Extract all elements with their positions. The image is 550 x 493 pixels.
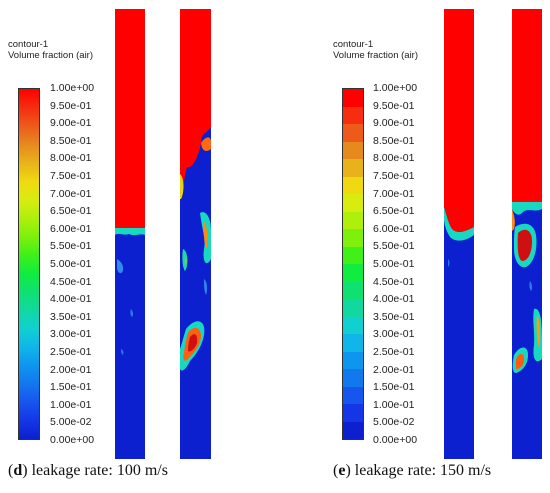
colorbar-tick-label: 1.00e+00 xyxy=(50,82,95,94)
colorbar-tick-label: 0.00e+00 xyxy=(50,434,95,446)
colorbar-tick-labels: 1.00e+00 9.50e-01 9.00e-01 8.50e-01 8.00e-01… xyxy=(50,82,120,446)
caption-letter: e xyxy=(338,462,346,479)
legend-title-line1: contour-1 xyxy=(8,39,49,50)
colorbar-tick-label: 9.00e-01 xyxy=(373,117,415,130)
colorbar-band xyxy=(343,124,363,142)
colorbar-tick-label: 8.50e-01 xyxy=(50,134,92,147)
colorbar-tick-label: 5.00e-01 xyxy=(373,258,415,270)
colorbar-tick-label: 9.50e-01 xyxy=(50,99,92,112)
colorbar-band xyxy=(343,299,363,317)
colorbar-tick-labels: 1.00e+00 9.50e-01 9.00e-01 8.50e-01 8.00e-01… xyxy=(373,82,443,446)
colorbar-tick-label: 8.50e-01 xyxy=(373,134,415,147)
colorbar-tick-label: 2.50e-01 xyxy=(50,346,92,358)
colorbar xyxy=(18,88,40,440)
colorbar-tick-label: 9.00e-01 xyxy=(50,117,92,130)
colorbar-tick-label: 4.50e-01 xyxy=(373,275,415,288)
colorbar-tick-label: 4.00e-01 xyxy=(373,293,415,306)
colorbar-tick-label: 1.00e-01 xyxy=(373,398,415,411)
colorbar-tick-label: 4.00e-01 xyxy=(50,293,92,306)
colorbar-tick-label: 7.00e-01 xyxy=(373,187,415,200)
left-column-contour xyxy=(115,9,145,459)
caption-e: (e) leakage rate: 150 m/s xyxy=(333,462,492,479)
colorbar-tick-label: 8.00e-01 xyxy=(50,152,92,165)
colorbar-tick-label: 6.50e-01 xyxy=(50,205,92,218)
colorbar-band xyxy=(343,229,363,247)
colorbar-tick-label: 7.50e-01 xyxy=(50,170,92,182)
colorbar-tick-label: 3.50e-01 xyxy=(50,310,92,323)
colorbar-tick-label: 6.50e-01 xyxy=(373,205,415,218)
panel-e: contour-1 Volume fraction (air) 1.00e+00… xyxy=(275,0,550,493)
colorbar-tick-label: 8.00e-01 xyxy=(373,152,415,165)
colorbar-tick-label: 1.00e-01 xyxy=(50,398,92,411)
colorbar-tick-label: 5.00e-02 xyxy=(50,416,92,429)
colorbar-band xyxy=(343,334,363,352)
right-column-contour xyxy=(512,9,542,459)
colorbar-tick-label: 3.00e-01 xyxy=(50,328,92,341)
colorbar-tick-label: 2.00e-01 xyxy=(50,363,92,376)
caption-letter: d xyxy=(13,462,23,479)
legend-title-line1: contour-1 xyxy=(333,39,374,50)
colorbar-band xyxy=(343,159,363,177)
colorbar-tick-label: 1.50e-01 xyxy=(373,381,415,394)
colorbar-tick-label: 7.00e-01 xyxy=(50,187,92,200)
colorbar-tick-label: 7.50e-01 xyxy=(373,170,415,182)
colorbar-tick-label: 5.00e-01 xyxy=(50,258,92,270)
colorbar xyxy=(342,88,364,440)
colorbar-band xyxy=(343,246,363,264)
colorbar-tick-label: 2.50e-01 xyxy=(373,346,415,358)
caption-text: leakage rate: 100 m/s xyxy=(27,462,168,479)
colorbar-band xyxy=(343,176,363,194)
colorbar-tick-label: 2.00e-01 xyxy=(373,363,415,376)
colorbar-tick-label: 4.50e-01 xyxy=(50,275,92,288)
left-column-contour xyxy=(444,9,474,459)
colorbar-band xyxy=(343,421,363,439)
colorbar-tick-label: 1.50e-01 xyxy=(50,381,92,394)
colorbar-tick-label: 6.00e-01 xyxy=(50,222,92,235)
caption-d: (d) leakage rate: 100 m/s xyxy=(8,462,168,479)
right-column-contour xyxy=(180,9,211,459)
colorbar-band xyxy=(343,281,363,299)
colorbar-tick-label: 5.50e-01 xyxy=(50,240,92,253)
colorbar-tick-label: 3.50e-01 xyxy=(373,310,415,323)
colorbar-tick-label: 1.00e+00 xyxy=(373,82,418,94)
colorbar-band xyxy=(343,316,363,334)
colorbar-tick-label: 5.50e-01 xyxy=(373,240,415,253)
colorbar-tick-label: 9.50e-01 xyxy=(373,99,415,112)
colorbar-band xyxy=(343,264,363,282)
colorbar-tick-label: 0.00e+00 xyxy=(373,434,418,446)
panel-d: contour-1 Volume fraction (air) 1.00e+00… xyxy=(8,9,211,479)
colorbar-band xyxy=(343,404,363,422)
legend-title: contour-1 Volume fraction (air) xyxy=(8,39,93,61)
colorbar-tick-label: 6.00e-01 xyxy=(373,222,415,235)
caption-text: leakage rate: 150 m/s xyxy=(350,462,492,479)
legend-title: contour-1 Volume fraction (air) xyxy=(333,39,418,61)
legend-title-line2: Volume fraction (air) xyxy=(8,50,94,61)
colorbar-band xyxy=(343,386,363,404)
colorbar-band xyxy=(343,351,363,369)
colorbar-band xyxy=(343,369,363,387)
legend-title-line2: Volume fraction (air) xyxy=(333,50,419,61)
colorbar-tick-label: 5.00e-02 xyxy=(373,416,415,429)
colorbar-band xyxy=(343,211,363,229)
colorbar-band xyxy=(343,106,363,124)
colorbar-band xyxy=(343,89,363,107)
colorbar-tick-label: 3.00e-01 xyxy=(373,328,415,341)
colorbar-band xyxy=(343,141,363,159)
colorbar-band xyxy=(343,194,363,212)
